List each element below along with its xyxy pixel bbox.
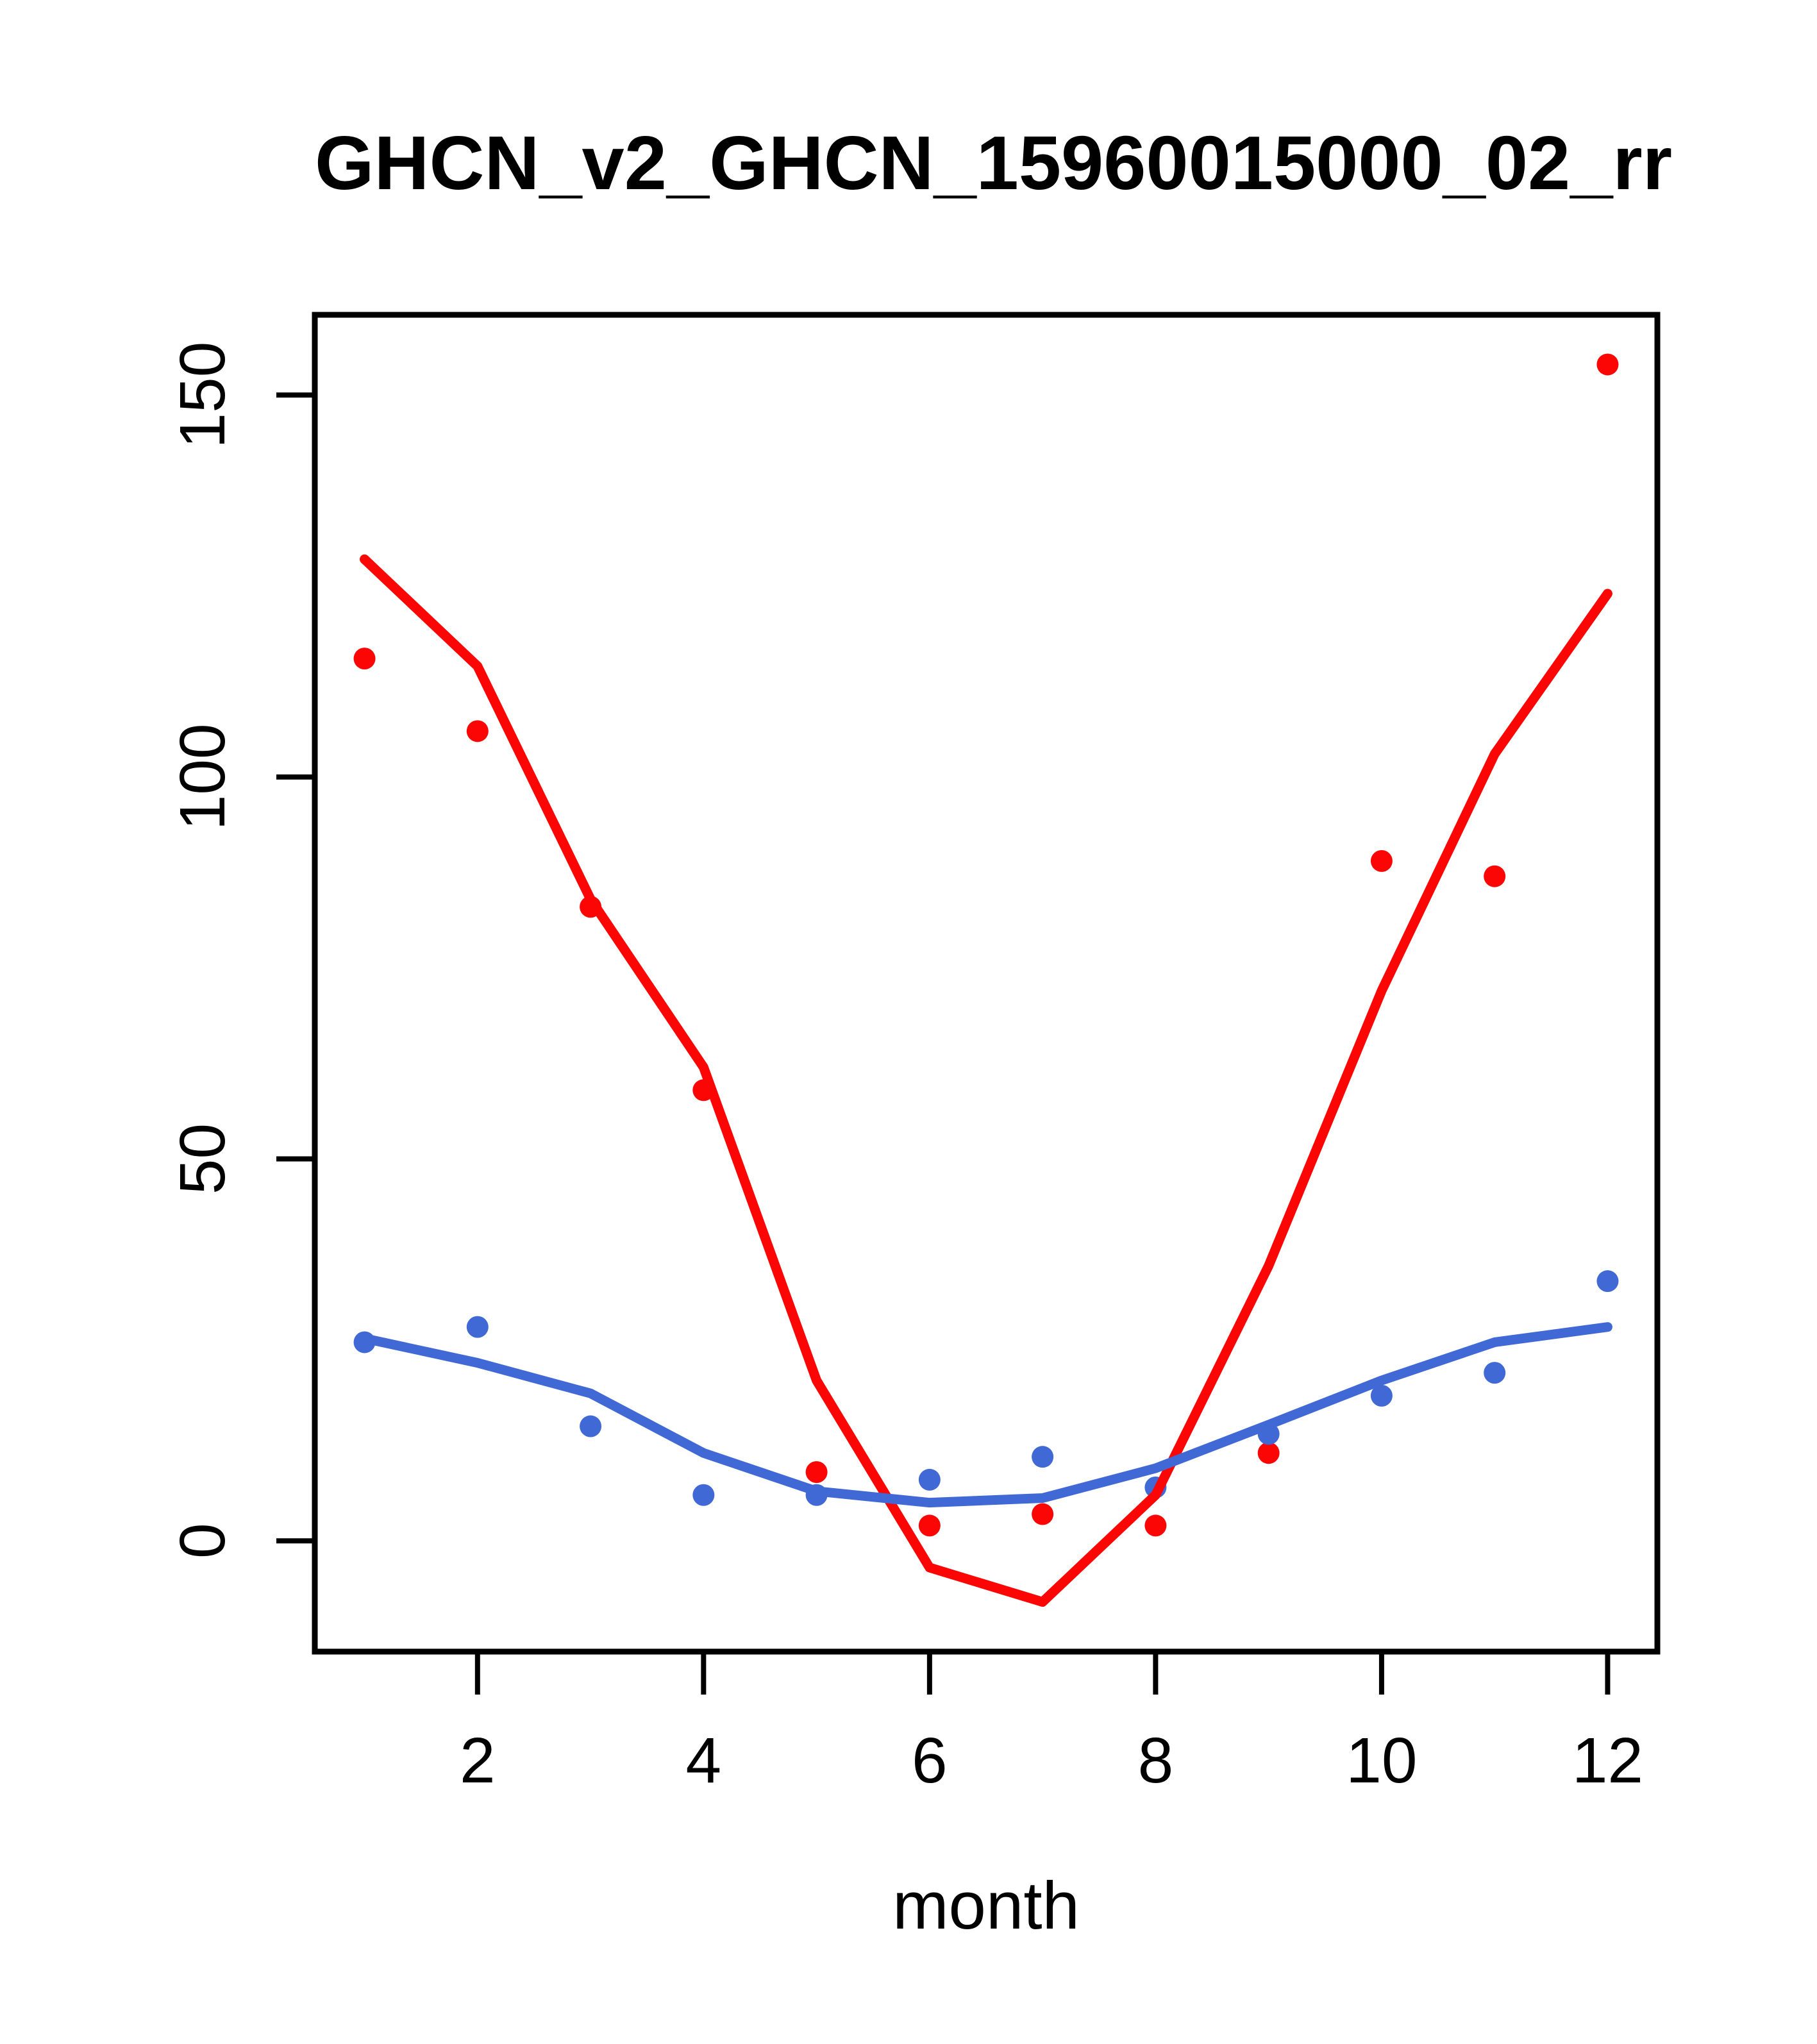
red-points-m7 bbox=[1032, 1503, 1054, 1525]
x-axis-title: month bbox=[892, 1868, 1080, 1943]
red-points-m2 bbox=[466, 720, 489, 742]
x-tick-label: 10 bbox=[1346, 1725, 1417, 1797]
x-tick-label: 12 bbox=[1572, 1725, 1643, 1797]
x-tick-label: 2 bbox=[460, 1725, 496, 1797]
red-points-m8 bbox=[1144, 1514, 1167, 1537]
red-smooth-line bbox=[360, 554, 1612, 1607]
smooth-lines-layer bbox=[360, 554, 1612, 1607]
chart-title: GHCN_v2_GHCN_15960015000_02_rr bbox=[315, 121, 1673, 206]
red-points-m9 bbox=[1257, 1442, 1280, 1464]
x-axis-ticks bbox=[474, 1652, 1611, 1695]
blue-points-m4 bbox=[692, 1484, 715, 1506]
red-points-m10 bbox=[1370, 850, 1393, 872]
blue-points-m2 bbox=[466, 1316, 489, 1338]
red-points-m6 bbox=[918, 1514, 941, 1537]
y-tick-label: 100 bbox=[167, 723, 239, 830]
x-tick-label: 6 bbox=[912, 1725, 948, 1797]
blue-points-m3 bbox=[580, 1415, 602, 1437]
red-points-m5 bbox=[805, 1461, 828, 1484]
blue-points-m11 bbox=[1484, 1362, 1506, 1384]
y-tick-label: 0 bbox=[167, 1523, 239, 1559]
y-tick-label: 50 bbox=[167, 1123, 239, 1194]
blue-points-m12 bbox=[1596, 1270, 1619, 1293]
x-axis-tick-labels: 2 4 6 8 10 12 bbox=[460, 1725, 1643, 1797]
red-points-m11 bbox=[1484, 865, 1506, 887]
y-tick-label: 150 bbox=[167, 342, 239, 449]
y-axis-tick-labels: 0 50 100 150 bbox=[167, 342, 239, 1559]
red-points-m1 bbox=[353, 648, 376, 670]
x-tick-label: 8 bbox=[1138, 1725, 1174, 1797]
blue-points-m7 bbox=[1032, 1446, 1054, 1468]
data-points-layer bbox=[353, 353, 1619, 1537]
plot-box bbox=[312, 312, 1661, 1655]
x-tick-label: 4 bbox=[686, 1725, 722, 1797]
blue-smooth-line bbox=[360, 1322, 1612, 1508]
y-axis-ticks bbox=[276, 392, 315, 1544]
blue-points-m6 bbox=[918, 1468, 941, 1491]
plot-frame bbox=[312, 312, 1661, 1655]
red-points-m12 bbox=[1596, 353, 1619, 376]
blue-points-m10 bbox=[1370, 1384, 1393, 1407]
